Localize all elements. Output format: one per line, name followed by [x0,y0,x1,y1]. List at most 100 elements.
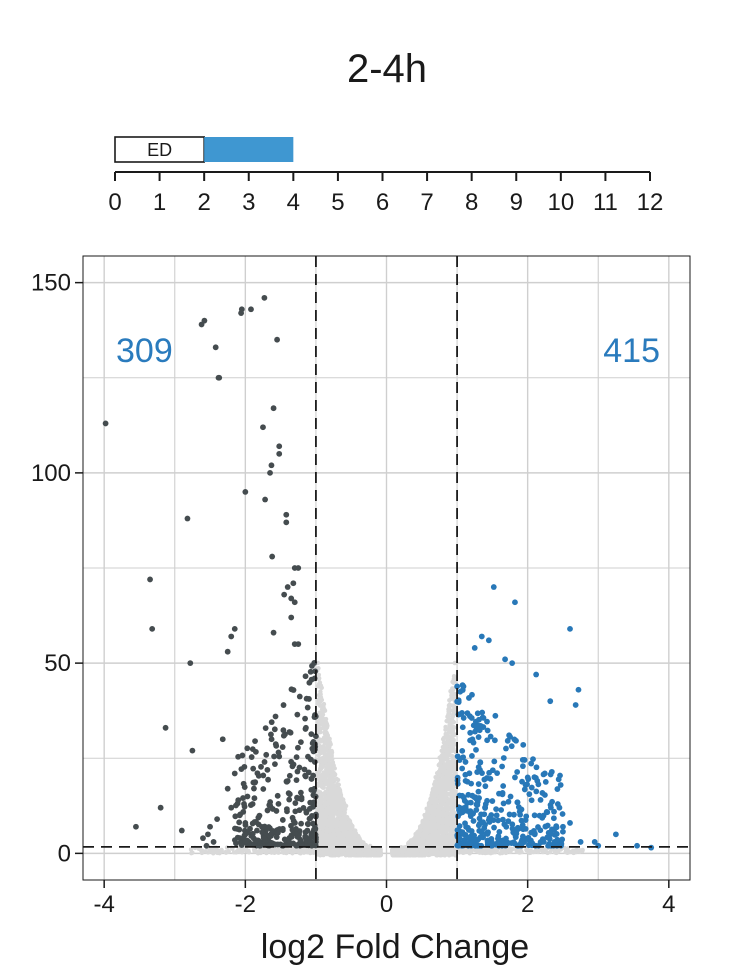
ns-point [321,735,327,740]
ns-point [426,801,432,806]
ns-point [334,794,340,800]
ns-point [318,803,323,809]
treatment-period-box [204,137,294,162]
ns-point [451,798,456,804]
ns-point [444,726,449,731]
ns-point [444,718,449,724]
ns-point [320,825,325,830]
ns-point [443,731,448,737]
ns-point [433,774,438,780]
ns-point [445,769,450,774]
ns-point [317,730,322,735]
ns-point [447,729,452,734]
ns-point [452,708,457,713]
ns-point [446,778,451,783]
ns-point [437,794,442,799]
nonsignificant-points [188,660,585,858]
ed-label: ED [147,140,172,160]
timeline-tick-label: 2 [197,189,210,216]
ns-point [317,776,322,781]
ns-point [431,812,437,817]
ns-point [439,781,444,787]
ns-point [442,775,447,780]
ns-point [446,835,451,840]
ns-point [331,794,336,799]
timeline-tick-label: 3 [242,189,255,216]
ns-point [335,781,340,787]
timeline-tick-label: 11 [593,189,618,216]
ns-point [435,813,440,818]
ns-point [446,703,452,708]
ns-point [437,772,442,778]
ns-point [331,777,336,783]
ns-point [442,753,447,759]
ns-point [450,714,456,719]
timeline-tick-label: 9 [510,189,523,216]
ns-point [330,813,336,818]
ns-point [324,748,329,753]
ns-point [319,816,324,821]
timeline-tick-label: 8 [465,189,478,216]
ns-point [329,770,334,775]
timeline-tick-label: 4 [287,189,300,216]
ns-point [415,829,420,835]
chart-title: 2-4h [347,47,427,91]
ns-point [449,794,454,799]
ns-point [435,823,441,828]
grid [83,256,690,880]
ns-point [319,718,324,724]
timeline-tick-label: 12 [637,189,664,216]
ns-point [332,771,337,777]
ns-point [323,727,328,732]
timeline-tick-label: 1 [153,189,166,216]
timeline: ED 0 1 2 3 4 5 6 7 8 9 10 11 12 [108,136,664,216]
ns-point [320,783,325,789]
timeline-tick-label: 0 [108,189,121,216]
ns-point [433,851,438,856]
ns-point [446,762,451,767]
timeline-tick-label: 5 [331,189,344,216]
ns-point [440,816,446,822]
ns-point [448,781,453,787]
timeline-tick-label: 7 [420,189,433,216]
ns-point [430,787,436,793]
ns-point [446,707,451,712]
ns-point [446,751,452,757]
timeline-tick-label: 10 [547,189,574,216]
ns-point [347,818,353,824]
ns-point [451,719,457,725]
ns-point [447,698,452,703]
ns-point [452,691,457,697]
ns-point [316,799,322,805]
ns-point [315,789,321,795]
ns-point [448,741,453,747]
timeline-tick-label: 6 [376,189,389,216]
ns-point [344,814,350,820]
ns-point [322,751,327,757]
ns-point [447,711,452,716]
ns-point [440,822,446,827]
ns-point [436,827,441,833]
ns-point [317,710,323,716]
ns-point [449,804,455,810]
ns-point [448,688,453,694]
ed-period-box [114,136,205,163]
ns-point [321,701,327,707]
ns-point [436,807,442,813]
ns-point [452,791,457,796]
ns-point [440,765,446,771]
ns-point [316,676,321,682]
ns-point [325,802,330,807]
ns-point [334,789,340,794]
ns-point [452,660,458,666]
ns-point [451,703,457,708]
ns-point [326,766,331,771]
ns-point [326,792,331,798]
ns-point [436,833,441,839]
ns-point [315,770,320,776]
ns-point [317,767,323,773]
ns-point [448,811,454,816]
ns-point [428,822,433,827]
